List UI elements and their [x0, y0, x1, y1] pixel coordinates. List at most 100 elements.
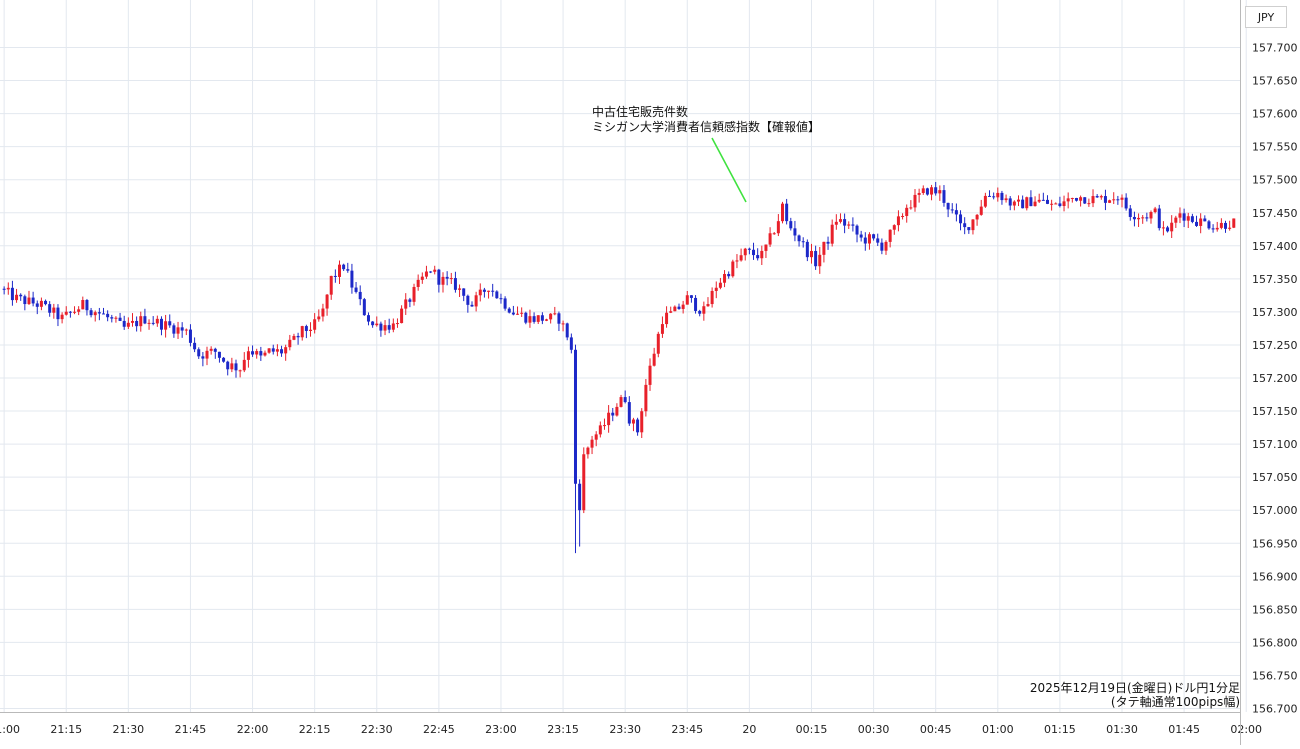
candle-body	[884, 241, 888, 251]
candle-body	[333, 275, 337, 277]
candle-body	[313, 319, 317, 330]
candle-body	[292, 335, 296, 340]
y-tick-label: 156.800	[1252, 636, 1298, 649]
candle-body	[710, 290, 714, 305]
candle-body	[578, 483, 582, 511]
candle-body	[917, 192, 921, 195]
x-tick-label: 21:30	[112, 723, 144, 736]
candle-body	[193, 342, 197, 350]
candle-body	[847, 224, 851, 226]
y-tick-label: 156.750	[1252, 669, 1298, 682]
candle-body	[366, 315, 370, 322]
candle-body	[561, 323, 565, 325]
candle-body	[822, 241, 826, 255]
candle-body	[1137, 217, 1141, 220]
y-tick-label: 157.350	[1252, 273, 1298, 286]
candle-body	[954, 210, 958, 215]
candle-body	[226, 361, 230, 370]
candle-body	[296, 335, 300, 338]
candle-body	[441, 276, 445, 285]
candle-body	[499, 298, 503, 300]
y-tick-label: 156.700	[1252, 703, 1298, 716]
candle-body	[979, 206, 983, 215]
y-tick-label: 157.000	[1252, 504, 1298, 517]
candle-body	[590, 439, 594, 448]
candle-body	[1016, 199, 1020, 202]
candle-body	[201, 356, 205, 359]
candle-body	[689, 295, 693, 298]
candle-body	[126, 322, 130, 327]
y-tick-label: 156.950	[1252, 537, 1298, 550]
candle-body	[1079, 197, 1083, 201]
grid-lines	[0, 0, 1247, 712]
x-tick-label: 23:15	[547, 723, 579, 736]
candle-body	[362, 299, 366, 316]
candle-body	[482, 289, 486, 292]
candle-body	[1025, 197, 1029, 209]
candle-body	[1108, 200, 1112, 203]
candle-body	[503, 298, 507, 309]
candle-body	[809, 250, 813, 258]
candle-body	[681, 304, 685, 309]
candle-body	[876, 238, 880, 243]
x-tick-label: 22:45	[423, 723, 455, 736]
candle-body	[329, 275, 333, 295]
candle-body	[1232, 218, 1236, 228]
candle-body	[474, 295, 478, 307]
candle-body	[470, 304, 474, 307]
candle-body	[68, 311, 72, 313]
candle-body	[130, 320, 134, 323]
candle-body	[89, 310, 93, 316]
candle-body	[35, 303, 39, 307]
y-tick-label: 157.200	[1252, 372, 1298, 385]
candle-body	[1145, 217, 1149, 219]
candle-body	[1207, 221, 1211, 229]
candle-body	[102, 313, 106, 315]
candle-body	[768, 233, 772, 245]
candle-body	[925, 188, 929, 195]
candle-body	[180, 327, 184, 331]
candle-body	[752, 249, 756, 256]
candle-body	[1012, 201, 1016, 206]
candle-body	[337, 264, 341, 277]
candle-body	[640, 411, 644, 433]
candle-body	[1087, 203, 1091, 205]
candle-body	[731, 261, 735, 277]
candle-body	[1095, 196, 1099, 198]
candle-body	[1178, 213, 1182, 218]
y-tick-label: 157.100	[1252, 438, 1298, 451]
candle-body	[507, 308, 511, 313]
candle-body	[122, 320, 126, 327]
candle-body	[511, 312, 515, 315]
candle-body	[872, 234, 876, 239]
candle-body	[238, 370, 242, 372]
candle-body	[135, 320, 139, 327]
candle-body	[1033, 201, 1037, 207]
candle-body	[1091, 196, 1095, 204]
candle-body	[1219, 222, 1223, 228]
candle-body	[1128, 208, 1132, 217]
y-tick-label: 157.300	[1252, 306, 1298, 319]
candle-body	[317, 316, 321, 320]
candle-body	[694, 297, 698, 311]
candle-body	[735, 260, 739, 262]
candle-body	[1228, 227, 1232, 229]
candle-body	[747, 248, 751, 250]
candle-body	[1166, 227, 1170, 232]
candle-body	[880, 242, 884, 251]
candle-body	[992, 196, 996, 198]
y-tick-label: 157.550	[1252, 141, 1298, 154]
candle-body	[23, 296, 27, 305]
candle-body	[263, 352, 267, 356]
candle-body	[1045, 199, 1049, 204]
candle-body	[176, 327, 180, 334]
candle-body	[942, 190, 946, 203]
candle-body	[93, 312, 97, 316]
x-tick-label: 00:45	[920, 723, 952, 736]
annotation-line-1: 中古住宅販売件数	[592, 104, 688, 119]
candle-body	[97, 312, 101, 314]
candle-body	[466, 295, 470, 305]
candle-body	[1062, 201, 1066, 207]
